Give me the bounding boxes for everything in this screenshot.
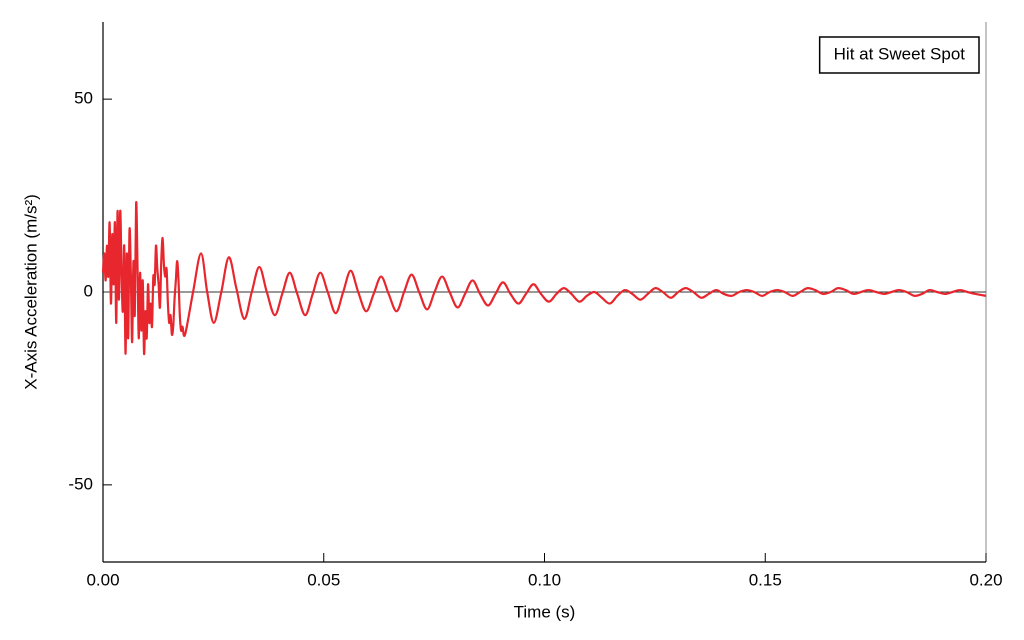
y-tick-label: 0 — [84, 281, 93, 300]
legend-box — [818, 36, 980, 74]
x-tick-label: 0.20 — [969, 570, 1002, 589]
y-tick-label: 50 — [74, 89, 93, 108]
x-tick-label: 0.15 — [749, 570, 782, 589]
x-tick-label: 0.10 — [528, 570, 561, 589]
y-tick-label: -50 — [68, 474, 93, 493]
data-line — [101, 201, 987, 355]
legend: Hit at Sweet Spot — [818, 36, 980, 74]
y-axis-label: X-Axis Acceleration (m/s²) — [21, 194, 40, 390]
x-tick-label: 0.05 — [307, 570, 340, 589]
legend-label: Hit at Sweet Spot — [834, 44, 966, 63]
x-tick-label: 0.00 — [86, 570, 119, 589]
x-axis-label: Time (s) — [514, 602, 576, 621]
